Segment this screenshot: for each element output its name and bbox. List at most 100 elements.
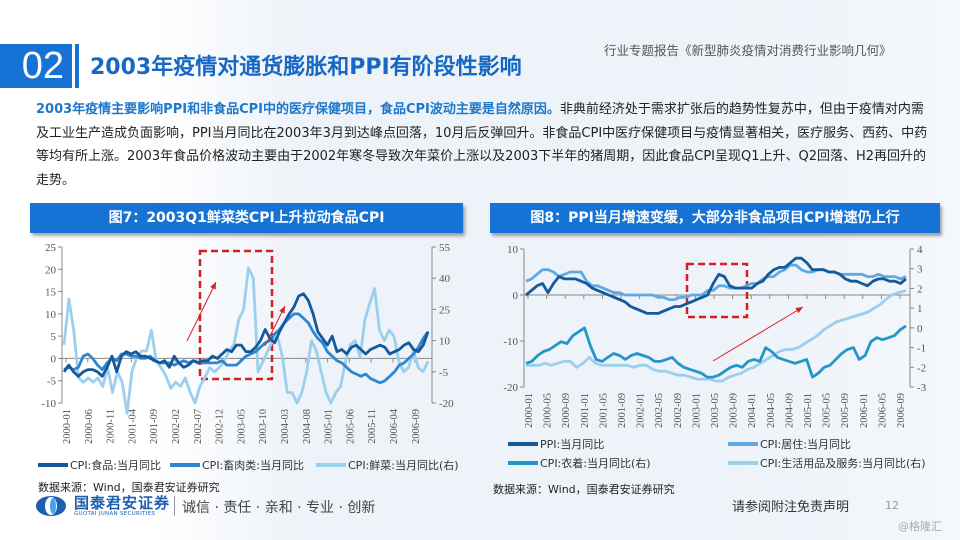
- right-tick-label: 55: [439, 242, 451, 254]
- right-tick-label: -20: [439, 398, 454, 410]
- x-tick-label: 2003-01: [691, 393, 702, 428]
- left-tick-label: 25: [45, 242, 57, 254]
- legend-swatch: [508, 442, 538, 446]
- x-tick-label: 2002-05: [654, 393, 665, 428]
- right-tick-label: 2: [917, 283, 923, 295]
- right-tick-label: 40: [439, 273, 451, 285]
- fig7-legend: CPI:食品:当月同比 CPI:畜肉类:当月同比 CPI:鲜菜:当月同比(右): [38, 457, 468, 473]
- left-tick-label: -5: [47, 376, 57, 388]
- fig8-legend-item: CPI:衣着:当月同比(右): [508, 455, 651, 471]
- report-subtitle: 行业专题报告《新型肺炎疫情对消费行业影响几何》: [604, 43, 892, 58]
- left-tick-label: 0: [513, 290, 519, 302]
- trend-arrowhead: [210, 282, 216, 290]
- fig7-legend-item: CPI:畜肉类:当月同比: [170, 457, 304, 473]
- series-line: [62, 266, 430, 415]
- x-tick-label: 2004-03: [280, 409, 291, 444]
- x-tick-label: 2000-09: [561, 393, 572, 428]
- legend-swatch: [508, 461, 538, 465]
- x-tick-label: 2006-09: [411, 409, 422, 444]
- fig7-source: 数据来源：Wind，国泰君安证券研究: [38, 481, 220, 494]
- x-tick-label: 2000-01: [524, 393, 535, 428]
- x-tick-label: 2000-11: [106, 409, 117, 444]
- x-tick-label: 2004-05: [766, 393, 777, 428]
- left-tick-label: -20: [503, 382, 518, 394]
- legend-swatch: [38, 463, 68, 467]
- page-title: 2003年疫情对通货膨胀和PPI有阶段性影响: [90, 55, 522, 80]
- x-tick-label: 2005-01: [324, 409, 335, 444]
- highlight-box: [198, 249, 274, 381]
- section-number-badge: 02: [0, 44, 72, 88]
- fig8-legend-item: PPI:当月同比: [508, 436, 604, 452]
- legend-label: CPI:食品:当月同比: [70, 459, 161, 472]
- x-tick-label: 2005-01: [803, 393, 814, 428]
- fig8-title-bar: 图8：PPI当月增速变缓，大部分非食品项目CPI增速仍上行: [490, 203, 940, 233]
- x-tick-label: 2002-12: [215, 409, 226, 444]
- watermark: @格隆汇: [898, 520, 942, 533]
- legend-label: PPI:当月同比: [540, 438, 605, 451]
- footer-divider: [174, 496, 175, 516]
- legend-label: CPI:衣着:当月同比(右): [540, 457, 651, 470]
- x-tick-label: 2005-11: [367, 409, 378, 444]
- left-tick-label: 20: [45, 264, 57, 276]
- summary-highlight: 2003年疫情主要影响PPI和非食品CPI中的医疗保健项目，食品CPI波动主要是…: [36, 102, 560, 117]
- logo-subtitle: GUOTAI JUNAN SECURITIES: [74, 510, 156, 517]
- trend-arrow: [712, 306, 804, 362]
- x-tick-label: 2004-09: [784, 393, 795, 428]
- x-tick-label: 2003-05: [710, 393, 721, 428]
- logo-text: 国泰君安证券 GUOTAI JUNAN SECURITIES: [74, 493, 171, 517]
- series-line: [525, 324, 907, 379]
- fig8-legend-item: CPI:生活用品及服务:当月同比(右): [728, 455, 926, 471]
- footer-slogan: 诚信 · 责任 · 亲和 · 专业 · 创新: [182, 500, 376, 516]
- left-tick-label: 10: [507, 244, 519, 256]
- legend-swatch: [728, 461, 758, 465]
- x-tick-label: 2003-09: [729, 393, 740, 428]
- fig7-legend-item: CPI:鲜菜:当月同比(右): [316, 457, 459, 473]
- right-tick-label: 1: [917, 303, 923, 315]
- x-tick-label: 2006-04: [389, 408, 400, 444]
- x-tick-label: 2002-09: [673, 393, 684, 428]
- left-tick-label: 15: [45, 287, 57, 299]
- summary-paragraph: 2003年疫情主要影响PPI和非食品CPI中的医疗保健项目，食品CPI波动主要是…: [36, 98, 936, 192]
- legend-label: CPI:鲜菜:当月同比(右): [348, 459, 459, 472]
- x-tick-label: 2005-05: [822, 393, 833, 428]
- right-tick-label: 4: [917, 244, 923, 256]
- x-tick-label: 2006-01: [859, 393, 870, 428]
- legend-swatch: [170, 463, 200, 467]
- right-tick-label: -3: [917, 382, 927, 394]
- trend-arrowhead: [795, 307, 803, 314]
- left-tick-label: -10: [41, 398, 56, 410]
- x-tick-label: 2000-01: [62, 409, 73, 444]
- page-number: 12: [885, 499, 899, 512]
- x-tick-label: 2001-01: [580, 393, 591, 428]
- x-tick-label: 2001-09: [149, 409, 160, 444]
- left-tick-label: 0: [51, 353, 57, 365]
- summary-body: 非典前经济处于需求扩张后的趋势性复苏中，但由于疫情对内需及工业生产造成负面影响，…: [36, 102, 928, 188]
- right-tick-label: 0: [917, 323, 923, 335]
- badge-divider: [75, 44, 79, 88]
- highlight-box: [685, 262, 749, 319]
- legend-label: CPI:生活用品及服务:当月同比(右): [760, 457, 926, 470]
- x-tick-label: 2004-08: [302, 409, 313, 444]
- right-tick-label: -5: [439, 367, 449, 379]
- right-tick-label: 10: [439, 336, 451, 348]
- legend-swatch: [316, 463, 346, 467]
- x-tick-label: 2001-04: [127, 408, 138, 444]
- left-tick-label: 5: [51, 331, 57, 343]
- left-tick-label: -10: [503, 336, 518, 348]
- logo-mark-icon: [36, 496, 66, 516]
- right-tick-label: -2: [917, 362, 926, 374]
- series-line: [526, 289, 907, 383]
- disclaimer-link[interactable]: 请参阅附注免责声明: [732, 500, 850, 515]
- logo-name: 国泰君安证券: [74, 493, 171, 512]
- x-tick-label: 2001-09: [617, 393, 628, 428]
- fig7-legend-item: CPI:食品:当月同比: [38, 457, 161, 473]
- fig8-legend: PPI:当月同比 CPI:居住:当月同比 CPI:衣着:当月同比(右) CPI:…: [508, 436, 948, 472]
- right-tick-label: -1: [917, 343, 926, 355]
- series-line: [525, 256, 907, 315]
- x-tick-label: 2001-05: [598, 393, 609, 428]
- series-line: [62, 292, 430, 378]
- fig8-source: 数据来源：Wind，国泰君安证券研究: [493, 483, 675, 496]
- left-tick-label: 10: [45, 309, 57, 321]
- company-logo: 国泰君安证券 GUOTAI JUNAN SECURITIES: [34, 495, 170, 517]
